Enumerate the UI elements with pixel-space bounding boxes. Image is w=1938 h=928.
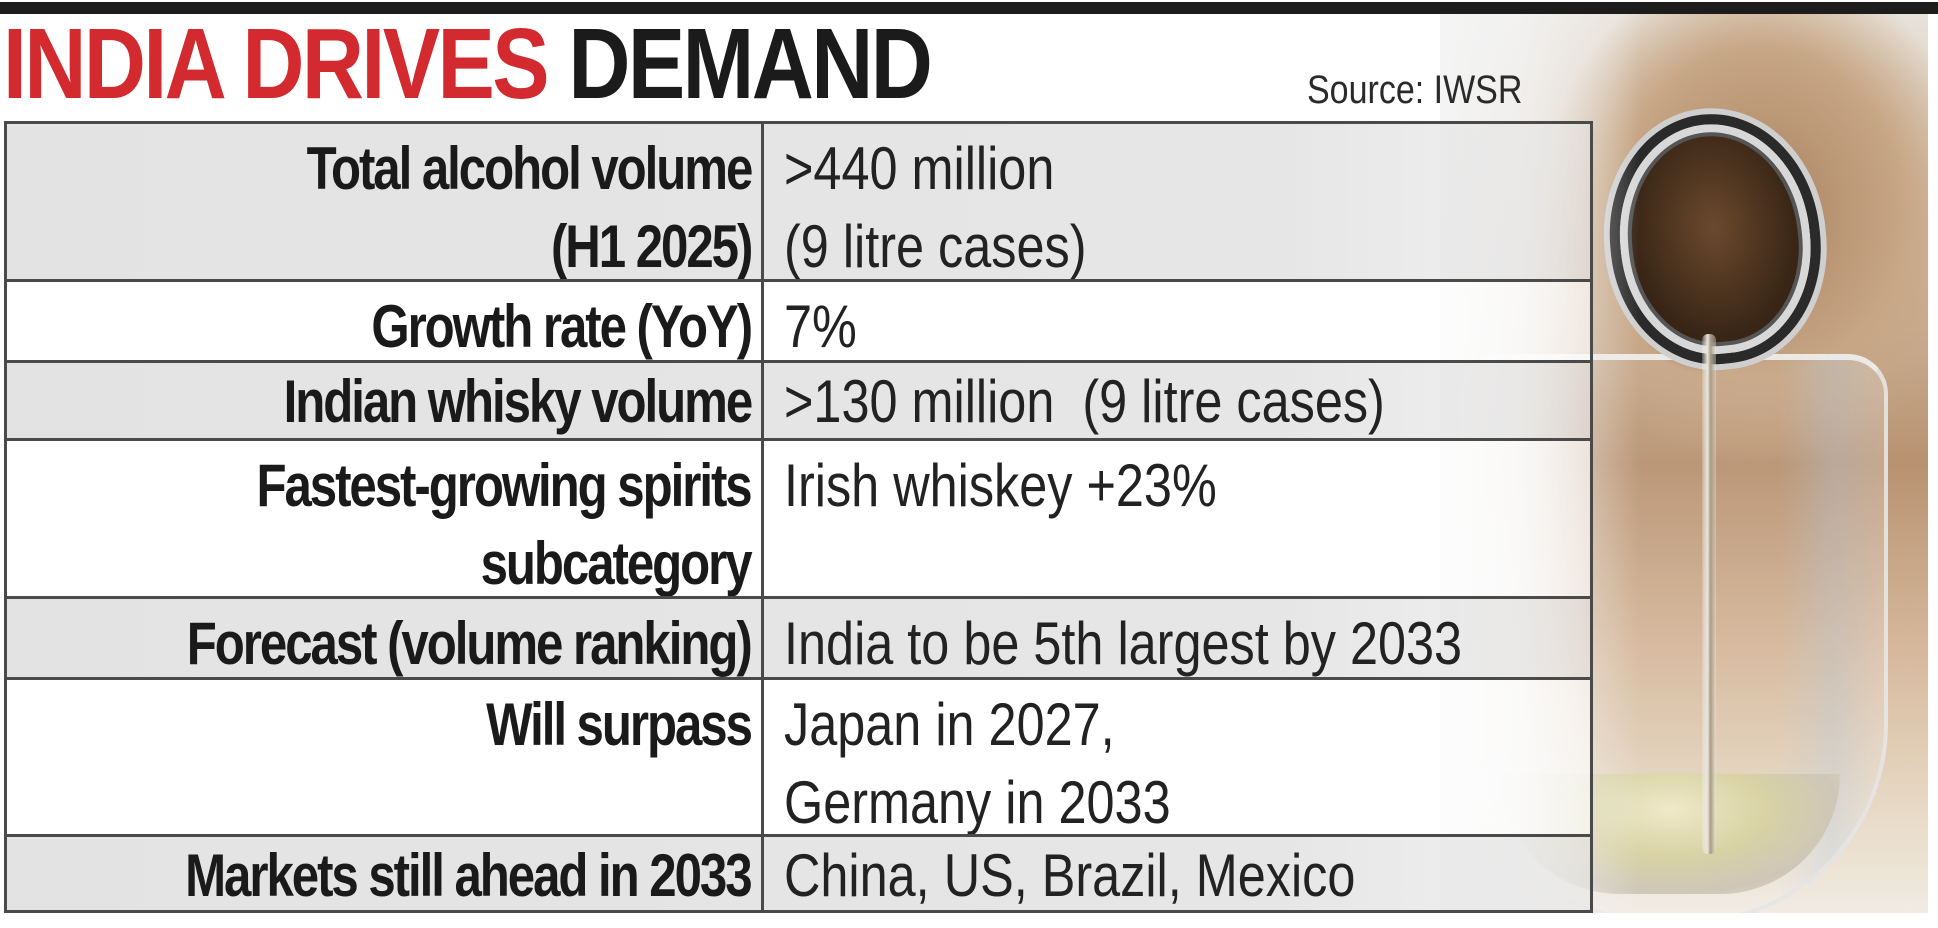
table-row: Will surpass Japan in 2027, Germany in 2… <box>7 680 1590 837</box>
data-table: Total alcohol volume (H1 2025) >440 mill… <box>4 121 1593 913</box>
table-row: Growth rate (YoY) 7% <box>7 282 1590 363</box>
row-label: Indian whisky volume <box>7 363 764 438</box>
row-label: Fastest-growing spirits subcategory <box>7 441 764 596</box>
table-row: Markets still ahead in 2033 China, US, B… <box>7 837 1590 910</box>
source-credit: Source: IWSR <box>1307 68 1523 112</box>
liquid-stream <box>1702 334 1716 854</box>
row-value: >130 million (9 litre cases) <box>764 363 1590 438</box>
row-label: Will surpass <box>7 680 764 834</box>
row-value-text: Irish whiskey +23% <box>784 452 1217 519</box>
table-row: Total alcohol volume (H1 2025) >440 mill… <box>7 124 1590 282</box>
row-value-text: 7% <box>784 293 857 360</box>
table-row: Indian whisky volume >130 million (9 lit… <box>7 363 1590 441</box>
row-label: Forecast (volume ranking) <box>7 599 764 677</box>
table-row: Fastest-growing spirits subcategory Iris… <box>7 441 1590 599</box>
row-value-text: Japan in 2027, Germany in 2033 <box>784 691 1171 834</box>
row-value-text: China, US, Brazil, Mexico <box>784 842 1356 909</box>
row-value: China, US, Brazil, Mexico <box>764 837 1590 910</box>
row-label-text: Will surpass <box>486 691 753 758</box>
row-value-text: >130 million (9 litre cases) <box>784 368 1385 435</box>
row-value-text: India to be 5th largest by 2033 <box>784 610 1463 677</box>
row-label-text: Fastest-growing spirits subcategory <box>256 452 753 596</box>
row-value: 7% <box>764 282 1590 360</box>
row-label: Growth rate (YoY) <box>7 282 764 360</box>
headline-highlight: INDIA DRIVES <box>3 8 550 120</box>
row-label: Total alcohol volume (H1 2025) <box>7 124 764 279</box>
row-label-text: Forecast (volume ranking) <box>187 610 753 677</box>
row-label-text: Markets still ahead in 2033 <box>185 842 753 909</box>
row-value: India to be 5th largest by 2033 <box>764 599 1590 677</box>
row-label: Markets still ahead in 2033 <box>7 837 764 910</box>
headline: INDIA DRIVES DEMAND <box>3 14 933 114</box>
row-label-text: Indian whisky volume <box>283 368 753 435</box>
row-value: Irish whiskey +23% <box>764 441 1590 596</box>
table-row: Forecast (volume ranking) India to be 5t… <box>7 599 1590 680</box>
headline-rest: DEMAND <box>568 8 933 120</box>
row-value: Japan in 2027, Germany in 2033 <box>764 680 1590 834</box>
row-value: >440 million (9 litre cases) <box>764 124 1590 279</box>
row-value-text: >440 million (9 litre cases) <box>784 135 1087 279</box>
row-label-text: Growth rate (YoY) <box>371 293 753 360</box>
row-label-text: Total alcohol volume (H1 2025) <box>306 135 753 279</box>
top-rule <box>0 2 1938 14</box>
